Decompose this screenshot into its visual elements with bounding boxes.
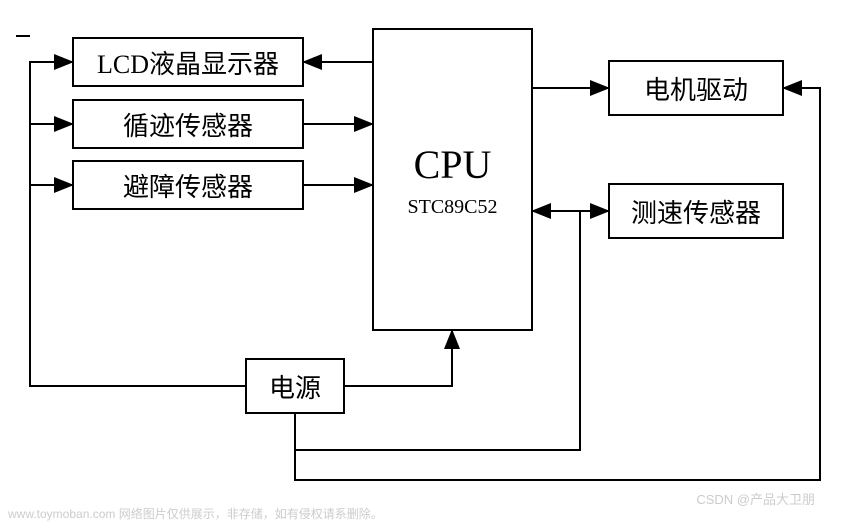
cpu-box: CPU STC89C52	[372, 28, 533, 331]
track-sensor-box: 循迹传感器	[72, 99, 304, 149]
track-sensor-label: 循迹传感器	[123, 106, 253, 143]
watermark-left: www.toymoban.com 网络图片仅供展示，非存储，如有侵权请系删除。	[8, 505, 383, 522]
speed-sensor-box: 测速传感器	[608, 183, 784, 239]
lcd-label: LCD液晶显示器	[97, 44, 279, 81]
obstacle-sensor-label: 避障传感器	[123, 167, 253, 204]
power-label: 电源	[269, 368, 321, 405]
watermark-right: CSDN @产品大卫朋	[696, 489, 815, 508]
speed-sensor-label: 测速传感器	[631, 193, 761, 230]
cpu-title: CPU	[414, 141, 492, 188]
motor-driver-box: 电机驱动	[608, 60, 784, 116]
obstacle-sensor-box: 避障传感器	[72, 160, 304, 210]
lcd-box: LCD液晶显示器	[72, 37, 304, 87]
motor-driver-label: 电机驱动	[644, 70, 748, 107]
cpu-subtitle: STC89C52	[407, 196, 497, 219]
power-box: 电源	[245, 358, 345, 414]
